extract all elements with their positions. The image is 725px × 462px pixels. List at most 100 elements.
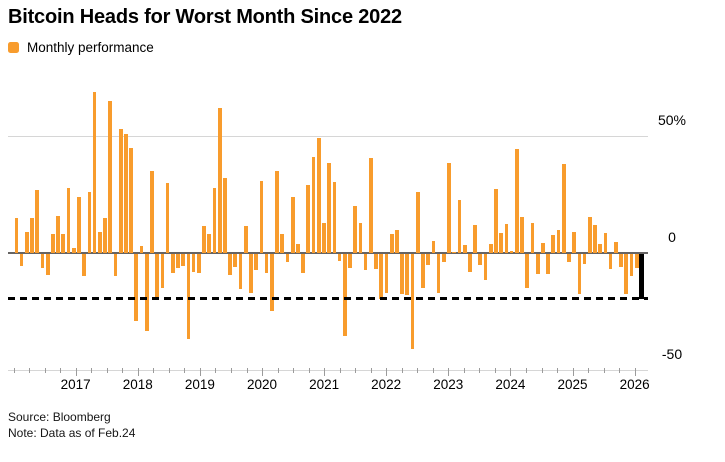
bar-2025-04: [587, 217, 592, 253]
bar-2023-09: [488, 243, 493, 253]
grid-line--50: [8, 370, 648, 371]
year-tick: [634, 368, 636, 376]
bar-2024-10: [556, 229, 561, 253]
bar-2021-01: [322, 222, 326, 253]
quarter-tick: [246, 368, 248, 373]
year-tick: [262, 368, 263, 376]
quarter-tick: [29, 368, 31, 373]
bar-2022-09: [426, 254, 431, 265]
bar-2019-12: [254, 254, 259, 271]
bar-2023-11: [499, 232, 504, 253]
bar-2024-09: [551, 235, 556, 253]
bar-2019-09: [238, 254, 243, 290]
bar-2020-08: [296, 243, 300, 253]
year-tick: [137, 368, 139, 376]
bar-2024-04: [525, 254, 530, 289]
bar-2022-01: [384, 254, 389, 294]
x-axis-label-2026: 2026: [619, 377, 650, 392]
bar-2023-01: [447, 162, 451, 253]
bar-2024-03: [520, 216, 524, 253]
x-axis-label-2025: 2025: [557, 377, 588, 392]
quarter-tick: [401, 368, 403, 373]
x-axis-label-2020: 2020: [246, 377, 278, 392]
x-axis-label-2017: 2017: [60, 377, 91, 392]
bar-2019-04: [212, 187, 217, 253]
bar-2023-04: [462, 244, 467, 253]
bar-2019-11: [249, 254, 253, 293]
quarter-tick: [432, 368, 434, 373]
bar-2024-07: [541, 242, 545, 253]
bar-2024-01: [509, 250, 514, 253]
y-axis-label-50: 50%: [657, 112, 687, 128]
bar-2023-06: [473, 224, 477, 253]
quarter-tick: [355, 368, 357, 373]
year-tick: [386, 368, 388, 376]
bar-2025-08: [608, 254, 613, 270]
bar-2019-06: [223, 178, 227, 253]
bar-2016-02: [14, 217, 19, 253]
bar-2017-06: [97, 231, 102, 253]
bar-2017-09: [113, 254, 118, 277]
bar-2021-10: [369, 158, 373, 253]
bar-2020-06: [285, 254, 290, 263]
bar-2025-03: [582, 254, 587, 265]
bar-2026-01: [634, 254, 639, 268]
bar-2022-11: [436, 254, 441, 293]
bar-2018-07: [165, 182, 170, 253]
bar-2025-10: [619, 254, 623, 268]
bar-2020-01: [259, 180, 264, 253]
bar-2022-05: [405, 254, 410, 295]
quarter-tick: [619, 368, 621, 373]
bar-2019-01: [196, 254, 201, 273]
quarter-tick: [293, 368, 295, 373]
bar-2024-08: [546, 254, 550, 275]
bar-2024-12: [567, 254, 571, 262]
quarter-tick: [91, 368, 93, 373]
chart-footnotes: Source: Bloomberg Note: Data as of Feb.2…: [8, 410, 135, 441]
bar-2025-12: [629, 254, 634, 277]
bar-2019-02: [202, 226, 206, 253]
bar-2016-03: [19, 254, 24, 266]
bar-2021-11: [374, 254, 378, 270]
bar-2021-05: [342, 254, 347, 336]
dashed-reference-line: [8, 297, 648, 300]
bar-2021-09: [363, 254, 368, 271]
quarter-tick: [370, 368, 372, 373]
legend-label: Monthly performance: [27, 39, 154, 55]
quarter-tick: [106, 368, 108, 373]
bar-2019-07: [228, 254, 232, 276]
bar-2023-03: [457, 200, 462, 253]
y-axis-label--50: -50: [661, 346, 683, 362]
bar-2019-10: [243, 226, 248, 253]
bar-2020-04: [275, 171, 279, 253]
quarter-tick: [122, 368, 124, 373]
bar-2019-05: [217, 107, 222, 253]
bar-2025-06: [598, 244, 603, 253]
bar-2022-06: [410, 254, 415, 349]
bar-2016-06: [35, 189, 40, 253]
year-tick: [75, 368, 77, 376]
quarter-tick: [603, 368, 605, 373]
bar-2017-05: [92, 91, 97, 253]
bar-2022-02: [389, 234, 394, 253]
bar-2020-09: [301, 254, 305, 273]
quarter-tick: [308, 368, 310, 373]
bar-2018-06: [160, 254, 165, 288]
quarter-tick: [215, 368, 217, 373]
bar-2024-06: [535, 254, 540, 274]
quarter-tick: [417, 368, 419, 373]
x-axis-label-2022: 2022: [371, 377, 402, 392]
bar-2024-11: [561, 164, 566, 253]
bar-2022-04: [400, 254, 404, 294]
bar-2023-10: [494, 188, 498, 253]
bar-2021-04: [337, 254, 342, 261]
quarter-tick: [463, 368, 465, 373]
bar-2022-08: [421, 254, 425, 288]
bar-2016-07: [40, 254, 45, 268]
year-tick: [572, 368, 574, 376]
bar-2022-12: [441, 254, 446, 263]
bar-2022-10: [431, 241, 436, 253]
bar-2025-05: [593, 224, 597, 253]
bar-2023-05: [468, 254, 472, 272]
